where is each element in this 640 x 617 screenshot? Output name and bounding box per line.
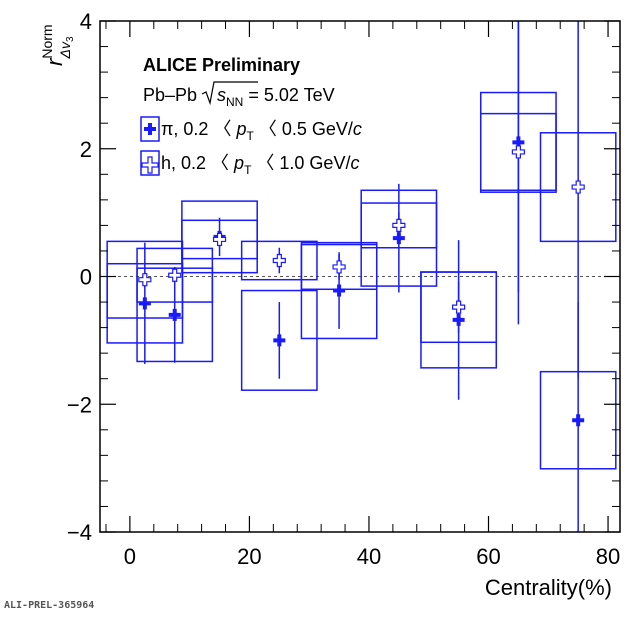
hadron-point <box>168 268 182 282</box>
footer-id: ALI-PREL-365964 <box>4 600 95 611</box>
legend-system: Pb–Pb sNN = 5.02 TeV <box>143 81 335 109</box>
x-axis-label: Centrality(%) <box>485 575 612 600</box>
pion-point <box>138 297 151 310</box>
hadron-point <box>511 145 525 159</box>
legend-hadron-box <box>140 150 160 176</box>
x-tick-label: 20 <box>237 544 261 569</box>
x-tick-label: 0 <box>124 544 136 569</box>
x-tick-label: 40 <box>357 544 381 569</box>
legend-header: ALICE Preliminary <box>143 55 300 75</box>
y-tick-label: −2 <box>67 392 92 417</box>
hadron-sys-box <box>240 240 318 281</box>
sqrt-sign <box>201 81 258 106</box>
pion-sys-box <box>300 241 378 340</box>
hadron-point <box>452 300 466 314</box>
pion-point <box>333 284 346 297</box>
legend-hadron-label: h, 0.2 〈 pT 〈 1.0 GeV/c <box>161 153 359 177</box>
hadron-point <box>138 273 152 287</box>
legend: ALICE Preliminary Pb–Pb sNN = 5.02 TeV π… <box>140 55 362 177</box>
hadron-point <box>272 253 286 268</box>
pion-sys-box <box>240 289 318 391</box>
legend-hadron-entry: h, 0.2 〈 pT 〈 1.0 GeV/c <box>140 150 359 177</box>
y-tick-label: 0 <box>80 265 92 290</box>
hadron-point <box>332 260 346 274</box>
hadron-sys-box <box>300 243 378 291</box>
legend-hadron-marker <box>141 156 159 174</box>
legend-system-prefix: Pb–Pb <box>143 85 197 105</box>
legend-system-energy: sNN = 5.02 TeV <box>217 85 335 109</box>
pion-point <box>168 308 181 321</box>
hadron-sys-box <box>136 247 214 303</box>
legend-pion-box <box>140 116 160 142</box>
y-tick-label: 4 <box>80 9 92 34</box>
y-tick-label: −4 <box>67 520 92 545</box>
y-axis-label: rNorm Δv3 <box>39 24 76 66</box>
hadron-sys-box <box>181 219 258 260</box>
legend-pion-marker <box>144 123 156 135</box>
hadron-sys-box <box>360 202 438 249</box>
hadron-sys-box <box>106 240 184 319</box>
pion-point <box>273 334 286 347</box>
pion-point <box>572 414 585 427</box>
hadron-sys-box <box>420 271 498 344</box>
hadron-point <box>212 232 227 247</box>
data-marks <box>106 21 617 532</box>
hadron-point <box>571 180 585 194</box>
hadron-point <box>392 218 406 232</box>
axis-ticks: 0 20 40 60 80 −4 −2 0 2 4 <box>67 9 620 569</box>
legend-pion-label: π, 0.2 〈 pT 〈 0.5 GeV/c <box>161 119 362 143</box>
legend-pion-entry: π, 0.2 〈 pT 〈 0.5 GeV/c <box>140 116 362 143</box>
x-tick-label: 60 <box>476 544 500 569</box>
x-tick-label: 80 <box>596 544 620 569</box>
y-tick-label: 2 <box>80 137 92 162</box>
